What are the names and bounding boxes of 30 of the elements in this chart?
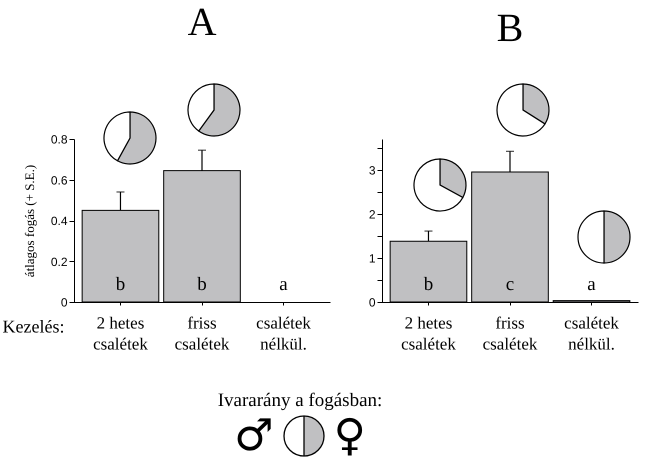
annotation: b	[197, 274, 207, 295]
y-tick-label: 3	[368, 163, 376, 178]
annotation: c	[506, 274, 514, 295]
y-axis-title: átlagos fogás (+ S.E.)	[22, 164, 37, 278]
text: Ivararány a fogásban:	[216, 390, 384, 412]
y-tick-label: 1	[368, 251, 376, 266]
x-tick-label: friss csalétek	[174, 314, 230, 354]
x-tick-label: csalétek nélkül.	[256, 314, 312, 354]
annotation: b	[116, 274, 126, 295]
text: ♀	[334, 410, 366, 461]
x-tick-label: csalétek nélkül.	[564, 314, 620, 354]
annotation: a	[587, 274, 596, 295]
x-axis-title: Kezelés:	[2, 316, 64, 336]
annotation: a	[279, 274, 288, 295]
pie-slice	[496, 83, 546, 137]
y-tick-label: 0.2	[50, 254, 68, 269]
chart-title: B	[496, 5, 524, 50]
y-tick-label: 0.8	[50, 132, 68, 146]
y-tick-label: 0.4	[50, 214, 68, 228]
y-tick-label: 2	[368, 207, 376, 222]
annotation: b	[424, 274, 434, 295]
text: ♂	[234, 410, 274, 461]
chart-title: A	[188, 0, 217, 44]
x-tick-label: friss csalétek	[482, 314, 538, 354]
y-tick-label: 0.6	[50, 173, 68, 188]
x-tick-label: 2 hetes csalétek	[93, 314, 148, 354]
y-tick-label: 0	[60, 296, 68, 310]
x-tick-label: 2 hetes csalétek	[401, 314, 456, 354]
y-tick-label: 0	[368, 296, 376, 310]
pie-slice	[413, 158, 464, 212]
